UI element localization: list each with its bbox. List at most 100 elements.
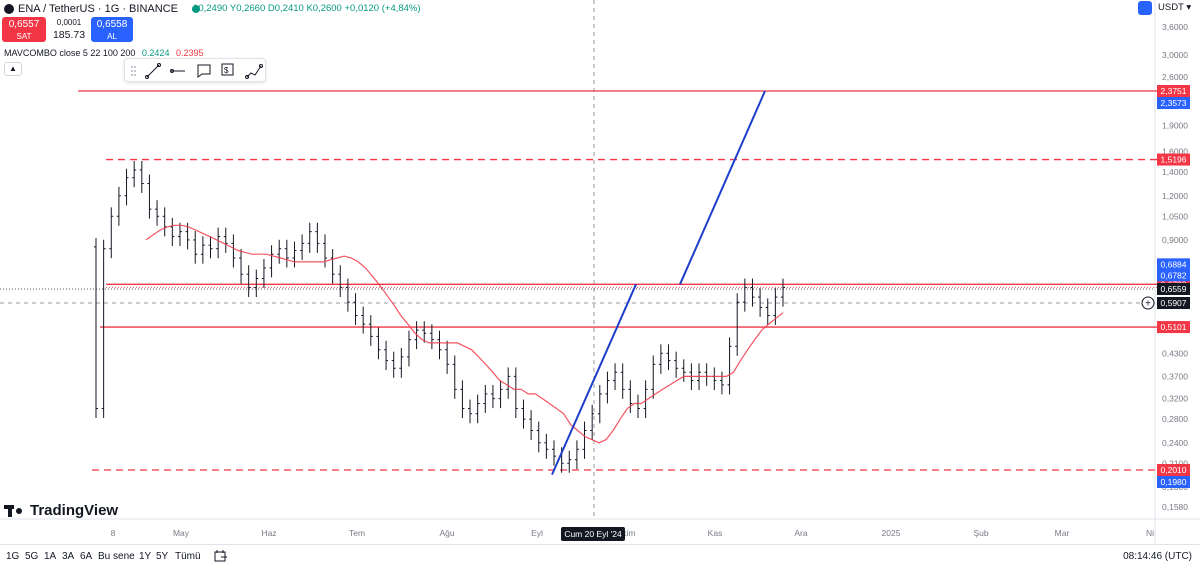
chevron-down-icon: ▾	[1186, 2, 1192, 13]
price-tick-label: 0,3700	[1162, 371, 1188, 381]
indicator-value-1: 0.2424	[141, 48, 170, 58]
bottom-toolbar: 1G 5G 1A 3A 6A Bu sene 1Y 5Y Tümü 08:14:…	[0, 544, 1200, 568]
indicator-value-2: 0.2395	[175, 48, 204, 58]
price-tick-label: 1,9000	[1162, 120, 1188, 130]
price-badge	[1157, 258, 1190, 271]
price-tick-label: 0,1580	[1162, 502, 1188, 512]
price-tick-label: 0,2100	[1162, 458, 1188, 468]
time-tick-label: Tem	[349, 528, 365, 538]
spread-value: 185.73	[52, 29, 86, 41]
indicator-legend[interactable]: MAVCOMBO close 5 22 100 200 0.2424 0.239…	[4, 48, 204, 58]
price-badge	[1157, 269, 1190, 282]
price-badge-label: 2,3573	[1161, 98, 1187, 108]
date-range-icon[interactable]	[214, 549, 228, 566]
timeframe-1y[interactable]: 1Y	[139, 551, 152, 562]
timeframe-1a[interactable]: 1A	[44, 551, 57, 562]
path-icon[interactable]	[245, 64, 263, 79]
price-tick-label: 0,2400	[1162, 438, 1188, 448]
time-tick-label: Ni	[1146, 528, 1154, 538]
crosshair-date-label: Cum 20 Eyl '24	[561, 527, 625, 541]
time-tick-label: Eyl	[531, 528, 543, 538]
time-tick-label: 8	[111, 528, 116, 538]
timeframe-6a[interactable]: 6A	[80, 551, 93, 562]
market-status-icon	[191, 5, 200, 13]
price-tick-label: 3,6000	[1162, 22, 1188, 32]
tradingview-mark-icon	[4, 504, 26, 517]
price-level-label: 0,5101	[1161, 322, 1187, 332]
price-badge-label: 0,6884	[1161, 259, 1187, 269]
price-badge-label: 0,6559	[1161, 284, 1187, 294]
collapse-legend-button[interactable]: ▲	[4, 62, 22, 76]
price-level-label: 2,3751	[1161, 86, 1187, 96]
currency-label: USDT	[1158, 2, 1184, 13]
time-tick-label: 2025	[882, 528, 901, 538]
price-level-badge	[1157, 321, 1190, 334]
add-alert-icon	[1141, 296, 1155, 310]
drawing-toolbar-icons: $	[131, 63, 263, 79]
price-badge	[1157, 97, 1190, 109]
price-tick-label: 1,6000	[1162, 147, 1188, 157]
timeframe-all[interactable]: Tümü	[175, 551, 201, 562]
timeframe-3a[interactable]: 3A	[62, 551, 75, 562]
price-badge-label: 0,5907	[1161, 298, 1187, 308]
timeframe-5g[interactable]: 5G	[25, 551, 39, 562]
buy-price: 0,6558	[96, 19, 128, 30]
horizontal-line-icon[interactable]	[170, 69, 186, 73]
currency-swap-icon[interactable]	[1138, 1, 1152, 15]
price-badge	[1157, 297, 1190, 309]
utc-clock: 08:14:46 (UTC)	[1123, 551, 1192, 562]
time-tick-label: Ara	[794, 528, 808, 538]
time-tick-label: Şub	[973, 528, 988, 538]
tradingview-wordmark: TradingView	[30, 502, 119, 519]
price-tick-label: 0,9000	[1162, 235, 1188, 245]
price-level-badge	[1157, 153, 1190, 166]
currency-selector[interactable]: USDT ▾	[1158, 2, 1191, 13]
time-tick-label: May	[173, 528, 190, 538]
timeframe-ytd[interactable]: Bu sene	[98, 551, 135, 562]
trend-line-icon[interactable]	[145, 63, 161, 79]
tradingview-logo: TradingView	[4, 502, 118, 519]
price-tick-label: 0,3200	[1162, 394, 1188, 404]
price-tick-label: 2,6000	[1162, 72, 1188, 82]
sell-price: 0,6557	[8, 19, 40, 30]
trend-line-2	[679, 90, 766, 285]
time-tick-label: Mar	[1055, 528, 1070, 538]
time-tick-label: Haz	[261, 528, 276, 538]
price-level-badge	[1157, 464, 1190, 476]
timeframe-5y[interactable]: 5Y	[156, 551, 169, 562]
time-tick-label: Ağu	[439, 528, 454, 538]
note-icon[interactable]	[197, 64, 211, 78]
price-level-badge	[1157, 85, 1190, 97]
ma-line	[145, 224, 784, 444]
price-badge	[1157, 476, 1190, 488]
symbol-title: ENA / TetherUS · 1G · BINANCE	[18, 3, 178, 15]
ohlc-values: A0,2490 Y0,2660 D0,2410 K0,2600 +0,0120 …	[192, 3, 421, 14]
spread-display: 0,0001 185.73	[50, 17, 88, 41]
spread-small: 0,0001	[56, 18, 82, 27]
price-tick-label: 0,4300	[1162, 348, 1188, 358]
drag-handle-icon[interactable]	[131, 66, 136, 76]
price-tick-label: 1,0500	[1162, 211, 1188, 221]
sell-button[interactable]: 0,6557 SAT	[2, 17, 46, 42]
indicator-name: MAVCOMBO close 5 22 100 200	[4, 48, 136, 58]
plus-icon: +	[1145, 299, 1151, 310]
drawing-toolbar: $	[124, 58, 266, 82]
price-level-label: 1,5196	[1161, 155, 1187, 165]
price-tick-label: 0,2800	[1162, 414, 1188, 424]
price-level-label: 0,2010	[1161, 465, 1187, 475]
buy-label: AL	[107, 32, 117, 41]
price-badge	[1157, 283, 1190, 295]
symbol-header[interactable]: ENA / TetherUS · 1G · BINANCE	[4, 3, 200, 15]
price-chart[interactable]: 3,60003,00002,60002,20001,90001,60001,40…	[0, 0, 1200, 544]
svg-text:$: $	[224, 66, 229, 75]
price-badge-label: 0,6782	[1161, 270, 1187, 280]
trend-line-1	[551, 283, 637, 476]
buy-button[interactable]: 0,6558 AL	[91, 17, 133, 42]
timeframe-1g[interactable]: 1G	[6, 551, 20, 562]
chevron-up-icon: ▲	[9, 64, 17, 73]
time-tick-label: Ekim	[617, 528, 636, 538]
price-badge-label: 0,1980	[1161, 477, 1187, 487]
price-label-icon[interactable]: $	[221, 63, 234, 76]
price-tick-label: 1,2000	[1162, 191, 1188, 201]
